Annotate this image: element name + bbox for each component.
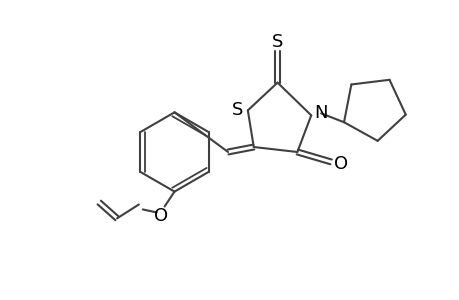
Text: S: S xyxy=(232,101,243,119)
Text: S: S xyxy=(271,33,283,51)
Text: O: O xyxy=(333,155,347,173)
Text: O: O xyxy=(153,207,168,225)
Text: N: N xyxy=(313,104,327,122)
